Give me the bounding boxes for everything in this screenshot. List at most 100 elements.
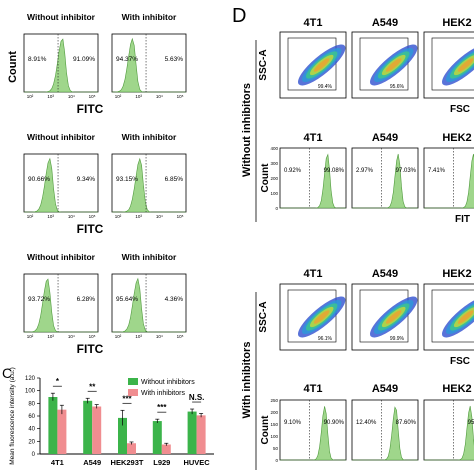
group-label-without: Without inhibitors	[241, 83, 253, 177]
x-tick-label: 10³	[47, 94, 54, 99]
legend-swatch	[128, 389, 138, 396]
cell-line-label: HEK2	[442, 268, 471, 280]
right-percentage: 9.34%	[77, 176, 96, 183]
histogram-peak	[280, 153, 346, 209]
hist-y-tick: 100	[270, 191, 278, 196]
x-tick-label: 10³	[47, 334, 54, 339]
y-axis-label: Count	[7, 51, 19, 83]
left-percentage: 95.64%	[116, 296, 138, 303]
scatter-y-label: SSC-A	[258, 301, 269, 332]
x-tick-label: 10²	[27, 334, 34, 339]
legend-label: Without inhibitors	[141, 379, 195, 386]
x-tick-label: 10³	[135, 94, 142, 99]
x-tick-label: 10²	[115, 334, 122, 339]
hist-y-label: Count	[260, 163, 271, 193]
cell-line-label: A549	[372, 268, 398, 280]
scatter-density	[385, 58, 402, 72]
x-tick-label: 10⁵	[89, 334, 96, 339]
x-tick-label: 10⁵	[89, 94, 96, 99]
histogram-box	[111, 153, 187, 213]
histogram-peak	[24, 278, 98, 333]
significance-mark: ***	[122, 394, 132, 403]
histogram-box	[111, 33, 187, 93]
hist-y-tick: 150	[270, 422, 278, 427]
cell-line-label: A549	[372, 132, 398, 144]
bar	[118, 417, 127, 454]
y-tick-label: 120	[25, 376, 36, 382]
hist-y-tick: 300	[270, 161, 278, 166]
cell-line-label: 4T1	[304, 17, 323, 29]
y-tick-label: 0	[32, 452, 36, 458]
panel-title: Without inhibitor	[27, 12, 96, 22]
cell-line-label: 4T1	[304, 383, 323, 395]
bar	[196, 415, 206, 454]
x-tick-label: HUVEC	[183, 458, 210, 467]
y-tick-label: 40	[28, 427, 35, 433]
scatter-x-label: FSC	[450, 104, 470, 115]
histogram-box	[23, 273, 99, 333]
histogram-peak	[24, 157, 98, 213]
left-percentage: 7.41%	[428, 168, 446, 174]
panel-title: With inhibitor	[122, 132, 177, 142]
x-tick-label: 4T1	[51, 458, 64, 467]
flow-histograms-left: Without inhibitor 8.91% 91.09% 10² 10³ 10⁴ 10⁵…	[7, 12, 187, 356]
cell-line-label: HEK2	[442, 383, 471, 395]
cell-line-label: 4T1	[304, 132, 323, 144]
scatter-density	[313, 58, 330, 72]
cell-line-label: 4T1	[304, 268, 323, 280]
scatter-gate	[431, 289, 474, 343]
histogram-peak	[112, 277, 186, 333]
bar	[57, 409, 67, 454]
scatter-gate	[359, 289, 409, 343]
x-tick-label: 10³	[135, 214, 142, 219]
x-tick-label: HEK293T	[111, 458, 144, 467]
histogram-box	[423, 147, 474, 209]
hist-x-label: FIT	[455, 214, 470, 225]
bar-chart: C 0 20 40 60 80 100 120 Mean fluorescence intens…	[2, 365, 214, 467]
hist-y-tick: 50	[273, 446, 279, 451]
histogram-box	[23, 153, 99, 213]
hist-y-tick: 250	[270, 398, 278, 403]
bar	[92, 406, 102, 454]
scatter-density	[457, 58, 474, 72]
right-percentage: 4.36%	[165, 296, 184, 303]
x-tick-label: 10²	[27, 94, 34, 99]
histogram-peak	[280, 406, 346, 461]
scatter-gate	[287, 37, 337, 91]
histogram-peak	[352, 153, 418, 209]
left-percentage: 93.15%	[116, 176, 138, 183]
panel-d: D 4T1 A549 HEK2 SSC-A 99.4% 95.6% FSC 4T1 A549 HEK…	[232, 5, 474, 470]
left-percentage: 9.10%	[284, 420, 302, 426]
left-percentage: 90.66%	[28, 176, 50, 183]
histogram-peak	[424, 405, 474, 461]
scatter-x-label: FSC	[450, 356, 470, 367]
x-tick-label: A549	[83, 458, 101, 467]
scatter-density	[385, 310, 402, 324]
x-tick-label: 10²	[115, 214, 122, 219]
histogram-peak	[352, 406, 418, 461]
right-percentage: 90.90%	[324, 420, 345, 426]
panel-title: With inhibitor	[122, 252, 177, 262]
hist-y-tick: 200	[270, 176, 278, 181]
hist-y-tick: 400	[270, 146, 278, 151]
scatter-gate	[287, 289, 337, 343]
left-percentage: 8.91%	[28, 56, 47, 63]
right-percentage: 6.85%	[165, 176, 184, 183]
x-tick-label: 10²	[27, 214, 34, 219]
histogram-peak	[424, 153, 474, 209]
y-tick-label: 100	[25, 389, 36, 395]
y-tick-label: 80	[28, 401, 35, 407]
histogram-peak	[112, 157, 186, 213]
y-axis-label: Mean fluorescence intensity (a.u.)	[9, 367, 16, 465]
x-axis-label: FITC	[77, 102, 104, 116]
x-tick-label: 10⁵	[89, 214, 96, 219]
scatter-percentage: 96.1%	[318, 336, 333, 342]
hist-y-tick: 200	[270, 410, 278, 415]
x-tick-label: 10⁴	[156, 94, 163, 99]
group-label-with: With inhibitors	[241, 342, 253, 419]
x-tick-label: 10⁵	[177, 214, 184, 219]
significance-mark: **	[89, 382, 96, 391]
x-tick-label: 10⁴	[68, 334, 75, 339]
scatter-density	[313, 310, 330, 324]
